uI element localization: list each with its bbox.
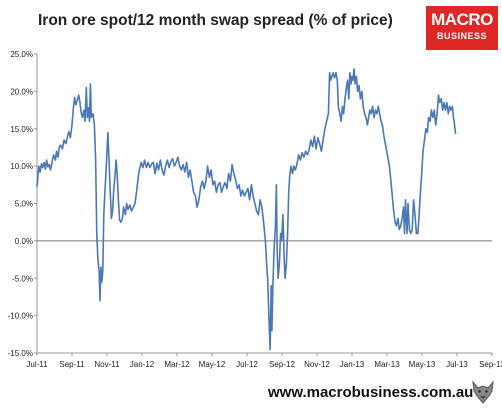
website-watermark: www.macrobusiness.com.au: [268, 384, 474, 401]
x-tick-label: Sep-11: [59, 360, 85, 369]
macrobusiness-logo: MACRO BUSINESS: [426, 6, 498, 50]
x-tick-label: May-12: [199, 360, 226, 369]
wolf-icon: [472, 380, 494, 404]
y-tick-label: 5.0%: [15, 200, 33, 209]
x-tick-label: Sep-13: [479, 360, 502, 369]
y-tick-label: -10.0%: [8, 312, 33, 321]
x-tick-label: Mar-12: [164, 360, 190, 369]
logo-line-1: MACRO: [431, 10, 493, 29]
y-tick-label: 15.0%: [10, 125, 33, 134]
y-tick-label: -15.0%: [8, 349, 33, 358]
y-tick-label: -5.0%: [12, 274, 33, 283]
y-tick-label: 0.0%: [15, 237, 33, 246]
x-tick-label: Jul-13: [446, 360, 468, 369]
x-tick-label: May-13: [409, 360, 436, 369]
series-line-0: [36, 68, 457, 351]
x-tick-label: Nov-11: [94, 360, 120, 369]
y-tick-label: 20.0%: [10, 87, 33, 96]
y-tick-label: 10.0%: [10, 162, 33, 171]
x-tick-label: Mar-13: [374, 360, 400, 369]
x-tick-label: Jan-13: [340, 360, 365, 369]
x-tick-label: Jan-12: [130, 360, 155, 369]
x-tick-label: Jul-11: [26, 360, 48, 369]
x-tick-label: Sep-12: [269, 360, 295, 369]
x-tick-label: Jul-12: [236, 360, 258, 369]
y-tick-label: 25.0%: [10, 50, 33, 59]
logo-line-2: BUSINESS: [436, 31, 487, 41]
chart-title: Iron ore spot/12 month swap spread (% of…: [38, 12, 393, 29]
x-tick-label: Nov-12: [304, 360, 330, 369]
